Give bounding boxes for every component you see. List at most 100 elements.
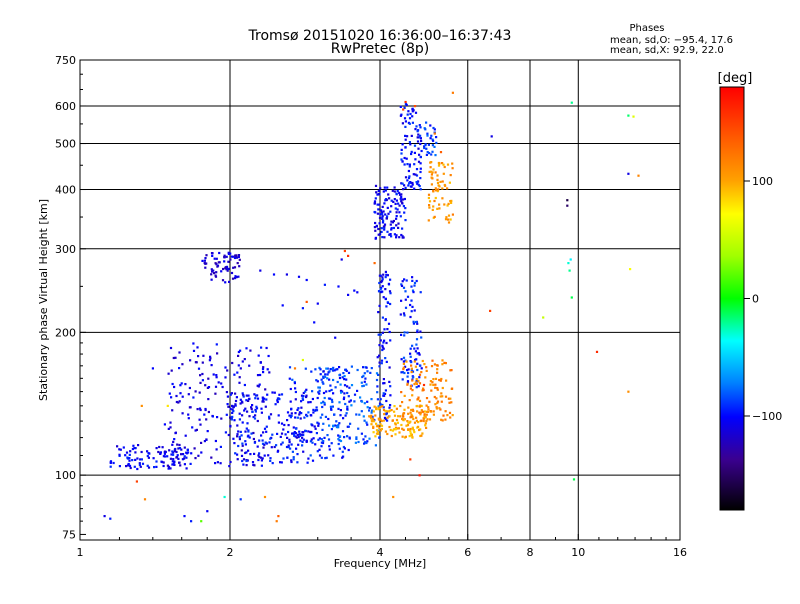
data-point	[424, 128, 427, 131]
data-point	[407, 428, 410, 431]
data-point	[416, 368, 419, 372]
data-point	[404, 298, 407, 301]
data-point	[542, 316, 545, 319]
data-point	[318, 448, 321, 451]
data-point	[439, 379, 442, 382]
data-point	[436, 178, 439, 181]
data-point	[423, 363, 426, 366]
data-point	[325, 390, 328, 393]
data-point	[128, 464, 132, 467]
data-point	[442, 414, 445, 417]
data-point	[318, 389, 321, 392]
data-point	[311, 459, 315, 462]
data-point	[444, 362, 447, 365]
data-point	[401, 435, 404, 438]
data-point	[489, 309, 492, 312]
data-point	[206, 510, 209, 513]
data-point	[401, 401, 404, 404]
data-point	[382, 419, 385, 422]
data-point	[382, 392, 385, 395]
data-point	[414, 350, 417, 353]
data-point	[372, 426, 375, 429]
data-point	[415, 338, 419, 341]
data-point	[409, 427, 412, 431]
data-point	[205, 438, 208, 441]
data-point	[430, 161, 433, 164]
data-point	[411, 279, 414, 282]
data-point	[337, 407, 340, 410]
data-point	[242, 394, 245, 397]
data-point	[319, 368, 322, 371]
data-point	[292, 458, 295, 461]
data-point	[313, 321, 316, 324]
data-point	[411, 305, 414, 308]
data-point	[419, 142, 422, 146]
data-point	[403, 418, 406, 421]
data-point	[385, 273, 388, 276]
data-point	[109, 517, 112, 520]
data-points	[103, 91, 640, 523]
data-point	[406, 369, 409, 372]
data-point	[268, 441, 271, 444]
data-point	[378, 281, 381, 285]
data-point	[221, 385, 224, 389]
data-point	[426, 151, 429, 154]
data-point	[158, 445, 161, 449]
data-point	[225, 267, 228, 270]
data-point	[432, 126, 435, 130]
data-point	[228, 465, 231, 468]
data-point	[338, 374, 341, 377]
data-point	[139, 465, 142, 468]
data-point	[432, 205, 435, 208]
data-point	[341, 456, 344, 459]
data-point	[300, 433, 303, 436]
data-point	[361, 385, 364, 388]
data-point	[382, 347, 385, 350]
data-point	[435, 407, 438, 410]
data-point	[390, 228, 393, 231]
data-point	[400, 198, 403, 201]
data-point	[146, 464, 149, 467]
data-point	[189, 462, 192, 465]
data-point	[201, 361, 204, 364]
data-point	[239, 349, 242, 352]
data-point	[410, 285, 413, 288]
data-point	[243, 358, 246, 361]
data-point	[409, 303, 412, 307]
data-point	[399, 404, 402, 408]
data-point	[320, 456, 323, 459]
data-point	[430, 410, 433, 413]
data-point	[347, 293, 350, 296]
data-point	[392, 428, 396, 431]
data-point	[236, 435, 239, 438]
data-point	[389, 278, 392, 281]
data-point	[370, 411, 373, 414]
data-point	[402, 415, 405, 418]
data-point	[410, 299, 413, 302]
data-point	[131, 459, 134, 462]
data-point	[386, 432, 389, 436]
data-point	[445, 379, 448, 382]
data-point	[413, 421, 417, 424]
data-point	[235, 396, 238, 399]
data-point	[247, 449, 250, 452]
data-point	[181, 395, 184, 398]
data-point	[249, 349, 252, 352]
data-point	[214, 462, 217, 465]
data-point	[401, 414, 405, 417]
data-point	[261, 442, 265, 445]
data-point	[287, 424, 290, 427]
data-point	[384, 409, 387, 413]
data-point	[416, 182, 419, 185]
data-point	[441, 162, 444, 165]
data-point	[443, 203, 446, 206]
data-point	[374, 414, 377, 417]
data-point	[395, 407, 398, 410]
data-point	[389, 428, 392, 432]
data-point	[238, 438, 241, 441]
data-point	[229, 460, 232, 464]
data-point	[347, 371, 351, 374]
data-point	[415, 279, 418, 283]
data-point	[399, 105, 402, 108]
data-point	[395, 199, 398, 202]
